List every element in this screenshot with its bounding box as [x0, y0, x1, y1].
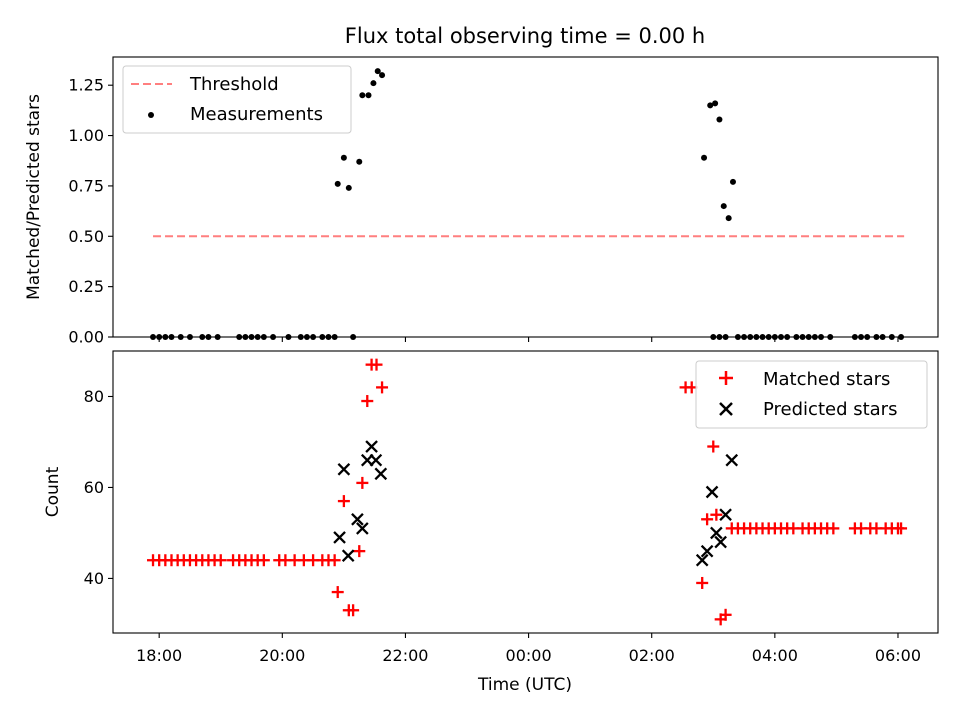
top-axes-frame: [112, 56, 939, 338]
measurement-point: [365, 92, 372, 99]
measurement-point: [701, 154, 708, 161]
xtick-label: 04:00: [752, 646, 798, 665]
predicted-star-point: [333, 531, 346, 544]
matched-star-point: [719, 608, 732, 621]
matched-star-point: [701, 513, 714, 526]
predicted-star-point: [374, 467, 388, 481]
legend-predicted-label: Predicted stars: [763, 399, 897, 420]
ytick-label: 1.00: [68, 126, 104, 145]
bottom-legend: Matched stars Predicted stars: [695, 360, 928, 429]
top-panel: Flux total observing time = 0.00 h Match…: [24, 24, 939, 347]
measurement-point: [729, 178, 736, 185]
top-legend-box: [122, 65, 352, 134]
measurement-point: [374, 68, 381, 75]
legend-threshold-label: Threshold: [189, 74, 279, 95]
measurement-point: [356, 158, 363, 165]
measurement-point: [370, 80, 377, 87]
legend-matched-swatch: [719, 371, 733, 385]
matched-star-point: [257, 554, 270, 567]
ytick-label: 40: [84, 569, 104, 588]
predicted-star-point: [705, 485, 719, 499]
predicted-star-point: [714, 535, 727, 549]
measurement-point: [716, 116, 723, 123]
ytick-label: 80: [84, 387, 104, 406]
bottom-ylabel: Count: [43, 466, 63, 517]
top-ylabel: Matched/Predicted stars: [24, 94, 44, 300]
predicted-star-point: [356, 522, 369, 535]
measurement-point: [712, 100, 719, 107]
measurement-point: [379, 72, 386, 79]
chart-title: Flux total observing time = 0.00 h: [345, 24, 705, 48]
measurement-point: [334, 180, 341, 187]
xtick-label: 18:00: [136, 646, 182, 665]
matched-star-point: [337, 495, 350, 508]
matched-star-point: [356, 476, 369, 489]
predicted-star-point: [700, 544, 714, 558]
ytick-label: 0.00: [68, 328, 104, 347]
predicted-star-point: [337, 462, 351, 476]
matched-star-point: [331, 586, 344, 599]
matched-star-point: [370, 358, 383, 371]
predicted-star-point: [710, 526, 723, 540]
bottom-panel: Count 40 60 80 18:00 20:00 22:00 00:00 02:00 04:…: [43, 350, 939, 695]
matched-star-point: [328, 554, 341, 567]
matched-star-point: [707, 440, 720, 453]
matched-star-point: [361, 395, 374, 408]
xtick-label: 06:00: [875, 646, 921, 665]
measurement-point: [345, 184, 352, 191]
bottom-axes-frame: [112, 350, 939, 634]
predicted-star-point: [369, 453, 383, 467]
top-legend: Threshold Measurements: [122, 65, 352, 134]
measurement-point: [340, 154, 347, 161]
predicted-star-point: [719, 508, 732, 522]
legend-matched-label: Matched stars: [763, 369, 890, 390]
measurement-point: [720, 203, 727, 210]
matched-star-point: [710, 508, 723, 521]
matched-star-point: [214, 554, 227, 567]
matched-star-point: [696, 576, 709, 589]
xtick-label: 00:00: [506, 646, 552, 665]
xtick-label: 20:00: [259, 646, 305, 665]
measurement-point: [359, 92, 366, 99]
measurement-point: [707, 102, 714, 109]
matched-star-point: [376, 381, 389, 394]
xtick-label: 02:00: [629, 646, 675, 665]
matched-star-point: [827, 522, 840, 535]
measurement-point: [725, 215, 732, 222]
predicted-star-point: [725, 453, 739, 467]
ytick-label: 0.50: [68, 227, 104, 246]
matched-star-point: [347, 604, 360, 617]
ytick-label: 60: [84, 478, 104, 497]
legend-measurements-swatch: [148, 112, 154, 118]
ytick-label: 0.75: [68, 176, 104, 195]
predicted-star-point: [695, 553, 709, 567]
matched-star-point: [895, 522, 908, 535]
predicted-star-point: [351, 512, 364, 526]
legend-predicted-swatch: [719, 402, 733, 416]
xtick-label: 22:00: [382, 646, 428, 665]
legend-measurements-label: Measurements: [190, 104, 323, 125]
bottom-xlabel: Time (UTC): [477, 675, 572, 695]
matched-star-point: [353, 545, 366, 558]
predicted-star-point: [341, 549, 355, 562]
ytick-label: 1.25: [68, 76, 104, 95]
predicted-star-point: [365, 440, 378, 453]
bottom-legend-box: [695, 360, 928, 429]
ytick-label: 0.25: [68, 277, 104, 296]
